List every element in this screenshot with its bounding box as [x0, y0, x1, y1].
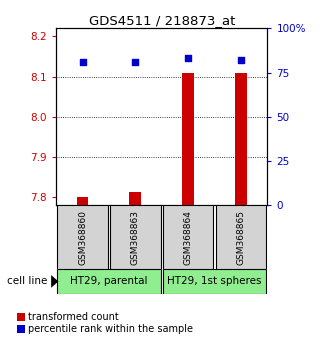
Text: GSM368864: GSM368864 — [183, 210, 193, 265]
Text: percentile rank within the sample: percentile rank within the sample — [28, 324, 193, 334]
Bar — [235, 73, 247, 205]
Point — [238, 57, 244, 63]
Point — [185, 56, 191, 61]
Text: cell line: cell line — [7, 276, 47, 286]
Bar — [163, 269, 266, 294]
Bar — [182, 73, 194, 205]
Bar — [57, 205, 108, 269]
Bar — [57, 269, 161, 294]
Bar — [16, 313, 25, 321]
Bar — [77, 197, 88, 205]
Title: GDS4511 / 218873_at: GDS4511 / 218873_at — [88, 14, 235, 27]
Point — [133, 59, 138, 65]
Bar — [110, 205, 161, 269]
Bar — [129, 193, 141, 205]
Text: GSM368863: GSM368863 — [131, 210, 140, 265]
Bar — [215, 205, 266, 269]
Text: GSM368865: GSM368865 — [236, 210, 246, 265]
Text: transformed count: transformed count — [28, 312, 119, 322]
Polygon shape — [51, 275, 58, 288]
Text: HT29, 1st spheres: HT29, 1st spheres — [167, 276, 262, 286]
Text: HT29, parental: HT29, parental — [70, 276, 148, 286]
Point — [80, 59, 85, 65]
Bar — [163, 205, 214, 269]
Bar — [16, 325, 25, 333]
Text: GSM368860: GSM368860 — [78, 210, 87, 265]
